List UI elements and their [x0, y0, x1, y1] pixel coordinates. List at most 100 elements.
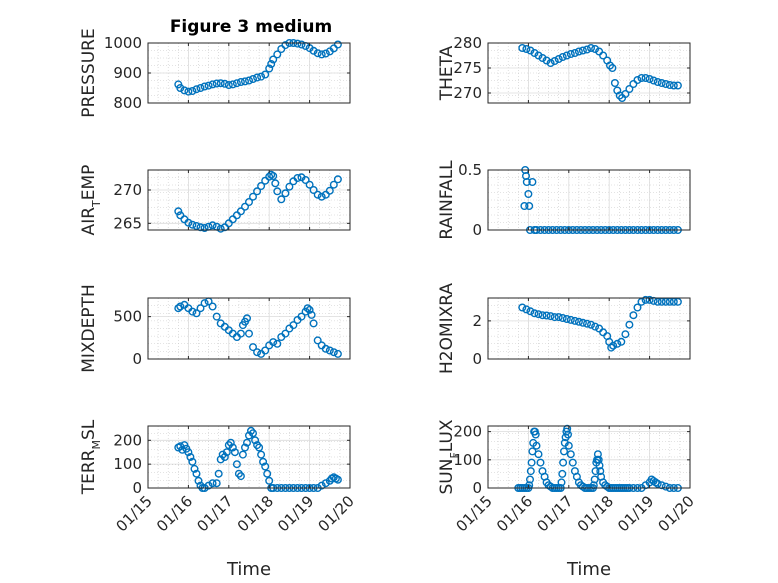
data-point	[325, 346, 334, 355]
x-tick-label: 01/15	[113, 492, 156, 535]
data-point	[301, 175, 310, 184]
data-point	[212, 479, 221, 488]
y-label-tail: SL	[79, 419, 99, 440]
data-point	[625, 84, 634, 93]
data-point	[269, 338, 278, 347]
panel-sun-flux: 0100200SUNFLUX01/1501/1601/1701/1801/190…	[437, 419, 698, 580]
data-point	[593, 450, 602, 459]
data-point	[220, 223, 229, 232]
data-point	[222, 448, 231, 457]
y-axis-label: TERRMSL	[79, 419, 103, 495]
data-point	[522, 177, 531, 186]
data-point	[333, 175, 342, 184]
data-point	[587, 44, 596, 53]
x-tick-label: 01/20	[315, 492, 358, 535]
data-point	[564, 441, 573, 450]
x-tick-label: 01/17	[533, 492, 576, 535]
data-point	[329, 180, 338, 189]
data-point	[269, 171, 278, 180]
data-point	[265, 64, 274, 73]
data-point	[240, 443, 249, 452]
data-point	[261, 346, 270, 355]
data-point	[633, 303, 642, 312]
data-point	[613, 339, 622, 348]
y-axis-label: AIRTEMP	[79, 165, 103, 236]
data-point	[188, 220, 197, 229]
data-point	[192, 85, 201, 94]
y-axis-label: RAINFALL	[437, 160, 457, 240]
data-point	[566, 450, 575, 459]
data-point	[538, 54, 547, 63]
data-point	[527, 458, 536, 467]
data-point	[232, 460, 241, 469]
data-point	[570, 49, 579, 58]
data-point	[536, 458, 545, 467]
data-point	[526, 46, 535, 55]
data-point	[248, 74, 257, 83]
data-point	[240, 77, 249, 86]
data-point	[595, 47, 604, 56]
y-tick-label: 100	[453, 451, 482, 469]
data-point	[188, 457, 197, 466]
x-tick-label: 01/18	[574, 492, 617, 535]
y-tick-label: 265	[113, 214, 142, 232]
data-point	[574, 317, 583, 326]
data-point	[244, 197, 253, 206]
x-tick-label: 01/16	[493, 492, 536, 535]
data-point	[629, 79, 638, 88]
data-point	[649, 76, 658, 85]
data-point	[212, 79, 221, 88]
data-point	[309, 46, 318, 55]
data-point	[609, 341, 618, 350]
x-tick-label: 01/19	[614, 492, 657, 535]
data-point	[208, 302, 217, 311]
data-point	[534, 310, 543, 319]
data-point	[224, 219, 233, 228]
panel-pressure: 800 900 1000 PRESSURE	[79, 28, 351, 118]
data-point	[265, 172, 274, 181]
data-point	[558, 469, 567, 478]
data-point	[208, 221, 217, 230]
data-point	[591, 467, 600, 476]
figure-title: Figure 3 medium	[170, 17, 332, 37]
data-point	[325, 186, 334, 195]
data-point	[317, 50, 326, 59]
data-point	[253, 348, 262, 357]
y-tick-label: 200	[453, 423, 482, 441]
data-point	[224, 80, 233, 89]
y-tick-label: 800	[113, 94, 142, 112]
data-point	[263, 469, 272, 478]
y-axis-label: THETA	[437, 45, 457, 101]
data-point	[248, 343, 257, 352]
data-point	[538, 311, 547, 320]
data-point	[196, 83, 205, 92]
y-tick-label: 270	[113, 181, 142, 199]
data-point	[297, 40, 306, 49]
data-point	[645, 295, 654, 304]
data-point	[212, 312, 221, 321]
x-tick-label: 01/17	[193, 492, 236, 535]
data-point	[653, 479, 662, 488]
data-point	[621, 89, 630, 98]
data-point	[220, 79, 229, 88]
y-tick-label: 900	[113, 64, 142, 82]
data-point	[184, 87, 193, 96]
data-point	[259, 457, 268, 466]
data-point	[214, 469, 223, 478]
data-point	[277, 195, 286, 204]
data-point	[230, 448, 239, 457]
data-point	[524, 189, 533, 198]
data-point	[333, 475, 342, 484]
data-point	[559, 458, 568, 467]
data-point	[596, 467, 605, 476]
data-point	[557, 478, 566, 487]
y-tick-label: 280	[453, 34, 482, 52]
y-label-main: THETA	[437, 45, 457, 101]
axes-box	[487, 169, 691, 231]
data-point	[236, 207, 245, 216]
axes-box	[147, 169, 351, 231]
data-point	[595, 461, 604, 470]
data-point	[305, 180, 314, 189]
data-point	[534, 450, 543, 459]
